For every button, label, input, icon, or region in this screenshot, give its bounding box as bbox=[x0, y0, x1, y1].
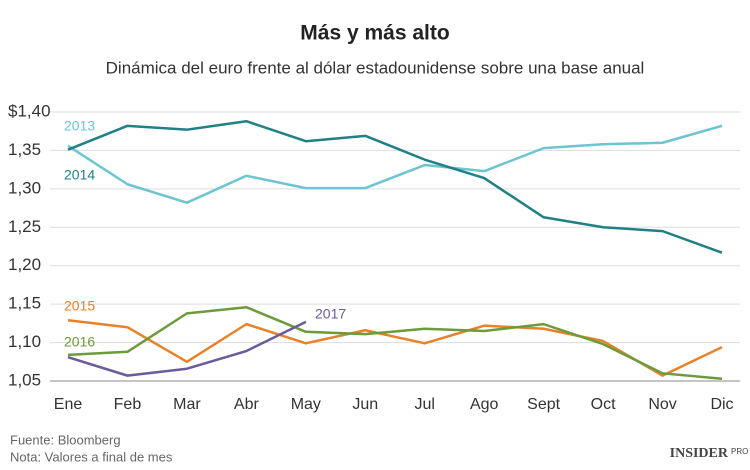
y-tick-label: 1,10 bbox=[8, 332, 41, 351]
x-tick-label: Nov bbox=[648, 396, 676, 413]
y-tick-label: 1,35 bbox=[8, 140, 41, 159]
x-tick-label: Mar bbox=[173, 396, 201, 413]
source: Fuente: Bloomberg bbox=[10, 432, 121, 447]
line-series bbox=[67, 305, 723, 380]
y-tick-label: 1,20 bbox=[8, 255, 41, 274]
y-tick-label: 1,30 bbox=[8, 178, 41, 197]
y-tick-label: 1,15 bbox=[8, 294, 41, 313]
x-tick-label: May bbox=[291, 396, 321, 413]
logo-suffix: PRO bbox=[731, 447, 748, 456]
series-label: 2013 bbox=[64, 118, 95, 134]
x-tick-label: Jul bbox=[415, 396, 435, 413]
line-series bbox=[67, 319, 723, 377]
x-tick-label: Jun bbox=[352, 396, 378, 413]
line-series bbox=[67, 320, 307, 377]
series-label: 2017 bbox=[315, 306, 346, 322]
x-tick-label: Ene bbox=[54, 396, 83, 413]
y-tick-label: $1,40 bbox=[8, 101, 51, 120]
x-tick-label: Dic bbox=[710, 396, 733, 413]
y-tick-label: 1,25 bbox=[8, 217, 41, 236]
x-tick-label: Ago bbox=[470, 396, 499, 413]
note: Nota: Valores a final de mes bbox=[10, 449, 173, 464]
series-label: 2015 bbox=[64, 298, 95, 314]
series-label: 2014 bbox=[64, 167, 95, 183]
logo: INSIDER bbox=[670, 446, 729, 461]
chart-title: Más y más alto bbox=[300, 22, 449, 45]
x-tick-label: Sept bbox=[527, 396, 560, 413]
y-tick-label: 1,05 bbox=[8, 370, 41, 389]
series-label: 2016 bbox=[64, 334, 95, 350]
x-tick-label: Feb bbox=[114, 396, 142, 413]
line-series bbox=[67, 124, 723, 204]
chart-subtitle: Dinámica del euro frente al dólar estado… bbox=[106, 58, 645, 77]
x-tick-label: Oct bbox=[591, 396, 616, 413]
line-series bbox=[67, 119, 723, 254]
x-tick-label: Abr bbox=[234, 396, 260, 413]
